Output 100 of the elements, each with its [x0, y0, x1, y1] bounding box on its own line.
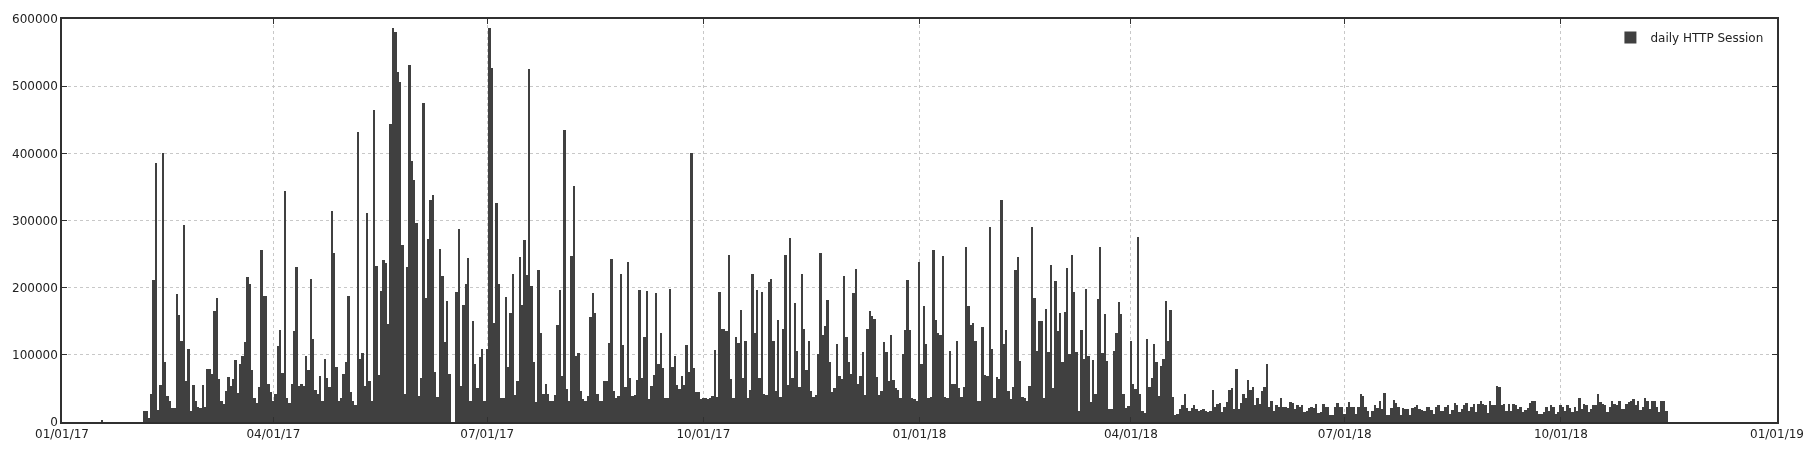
- bar: [1137, 237, 1139, 422]
- bar: [1327, 407, 1329, 422]
- bar: [1660, 401, 1663, 422]
- bar: [989, 227, 991, 422]
- bar: [843, 276, 845, 422]
- bar: [1270, 401, 1273, 422]
- bar: [1040, 321, 1043, 422]
- bar: [768, 282, 770, 422]
- bar: [1059, 313, 1061, 422]
- bar: [467, 258, 469, 422]
- bar: [685, 345, 688, 422]
- bar: [1275, 405, 1278, 422]
- x-tick-label: 01/01/17: [35, 427, 89, 442]
- bar: [862, 352, 864, 422]
- bar: [1393, 400, 1395, 422]
- bar: [1637, 401, 1639, 422]
- bar: [808, 341, 810, 422]
- bar: [756, 290, 758, 422]
- bar: [681, 376, 683, 422]
- bar: [819, 253, 822, 422]
- bar: [1395, 403, 1397, 422]
- bar: [187, 349, 190, 422]
- x-tick-label: 01/01/19: [1750, 427, 1804, 442]
- bar: [1252, 387, 1254, 422]
- bar: [1618, 401, 1621, 422]
- y-tick-label: 500000: [12, 79, 58, 94]
- bar: [890, 335, 892, 422]
- bar: [918, 262, 920, 422]
- bar: [1179, 409, 1181, 422]
- bar: [638, 290, 641, 422]
- bar: [422, 103, 425, 422]
- bar: [295, 267, 298, 422]
- bar: [331, 211, 333, 422]
- bar: [361, 353, 364, 422]
- bar: [260, 250, 263, 422]
- bar: [495, 203, 498, 422]
- bar: [1054, 281, 1057, 422]
- bar: [1524, 410, 1527, 422]
- bar: [1651, 401, 1653, 422]
- bar: [1437, 405, 1440, 422]
- bar: [1191, 408, 1193, 422]
- bar: [1118, 302, 1120, 422]
- bar: [1489, 401, 1491, 422]
- bar: [942, 256, 944, 422]
- bar: [1146, 339, 1148, 422]
- bar: [770, 279, 772, 422]
- bar: [603, 381, 606, 422]
- bar: [1080, 330, 1083, 422]
- bar: [1099, 247, 1101, 422]
- bar: [1383, 393, 1386, 422]
- legend-label: daily HTTP Session: [1650, 31, 1764, 46]
- bar: [1578, 398, 1581, 422]
- bar: [873, 319, 876, 422]
- bar: [728, 255, 730, 422]
- bar: [956, 341, 958, 422]
- bar: [883, 342, 885, 422]
- bar: [1447, 405, 1449, 422]
- bar: [949, 351, 951, 422]
- bar: [1071, 255, 1073, 422]
- bar: [1374, 405, 1376, 422]
- bar: [1402, 408, 1404, 422]
- bar: [559, 290, 561, 422]
- bar: [669, 289, 671, 422]
- bar: [1484, 405, 1487, 422]
- bar: [1292, 403, 1294, 422]
- bar: [620, 274, 622, 422]
- bar: [714, 350, 716, 422]
- bar: [1050, 265, 1052, 422]
- bar: [1597, 394, 1599, 422]
- bar: [735, 337, 737, 422]
- bar: [1477, 404, 1480, 422]
- bar: [1463, 405, 1465, 422]
- bar: [610, 259, 613, 422]
- bar: [826, 300, 829, 422]
- bar: [246, 277, 249, 422]
- bar: [1017, 257, 1019, 422]
- bar: [794, 303, 796, 422]
- bar: [1219, 403, 1221, 422]
- x-tick-label: 10/01/17: [676, 427, 731, 442]
- bar: [183, 225, 185, 422]
- bar: [855, 269, 857, 422]
- bar: [674, 356, 676, 422]
- bar: [655, 293, 657, 422]
- bar: [923, 306, 925, 422]
- bar: [1529, 403, 1531, 422]
- bar: [519, 257, 521, 422]
- bar: [1242, 394, 1245, 422]
- bar: [523, 240, 526, 422]
- bar: [1470, 407, 1473, 422]
- bar: [646, 291, 648, 422]
- bar: [1512, 404, 1515, 422]
- bar: [1031, 227, 1033, 422]
- x-tick-label: 10/01/18: [1533, 427, 1588, 442]
- bar: [1289, 402, 1292, 422]
- bar: [408, 65, 411, 422]
- bar: [1590, 409, 1592, 422]
- bar: [744, 341, 747, 422]
- bar: [981, 327, 984, 422]
- bar: [310, 279, 312, 422]
- bar: [357, 132, 359, 422]
